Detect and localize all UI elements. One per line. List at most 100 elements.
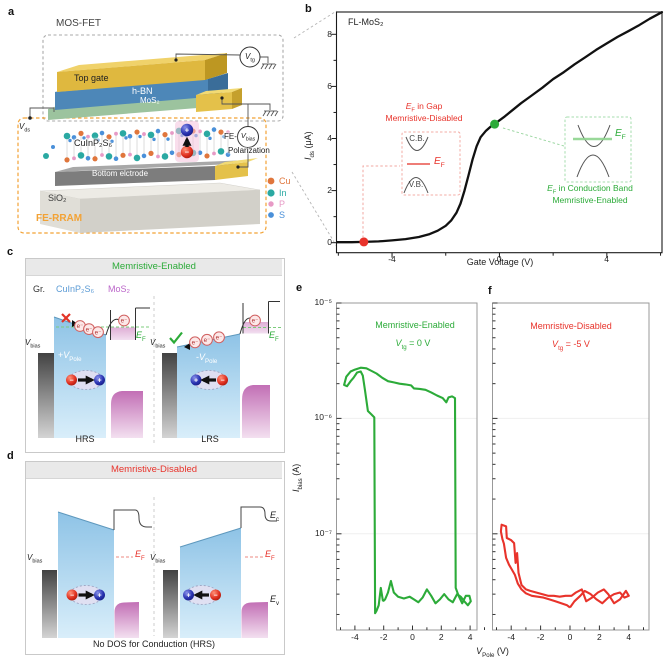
cb-label: C.B. bbox=[409, 134, 425, 143]
minus-sign: − bbox=[185, 148, 190, 157]
panel-a-schematic: + − bbox=[17, 10, 337, 247]
b-xtick-m4: -4 bbox=[388, 254, 396, 264]
bottom-electrode-gold-contact bbox=[215, 162, 248, 180]
panel-ef-plots bbox=[336, 302, 650, 631]
positive-ion-sphere bbox=[190, 374, 202, 386]
hrs-band-diagram: − + bbox=[38, 307, 150, 438]
red-annotation-connector bbox=[362, 165, 400, 238]
panel-d-diagrams: − + + − bbox=[42, 497, 277, 638]
ef-xlabel: VPole (V) bbox=[476, 646, 509, 659]
b-xlabel: Gate Voltage (V) bbox=[466, 257, 534, 267]
ef-label-green: EF bbox=[615, 128, 626, 141]
green-annotation-connector bbox=[502, 127, 565, 147]
panel-letter-d: d bbox=[7, 450, 14, 462]
e-xtick-m4: -4 bbox=[351, 632, 359, 642]
plot-e-frame bbox=[336, 302, 478, 631]
fe-rram-dashed-box bbox=[17, 117, 267, 234]
hrs-vbias-label: Vbias bbox=[25, 338, 41, 350]
lrs-caption: LRS bbox=[201, 434, 219, 444]
electron-flow-arrowhead bbox=[184, 343, 190, 350]
d-left-vbias-label: Vbias bbox=[27, 553, 43, 565]
panel-letter-c: c bbox=[7, 246, 14, 258]
plot-b-frame bbox=[335, 11, 663, 254]
positive-ion-sphere bbox=[94, 589, 105, 601]
plot-ef-ticks bbox=[336, 302, 644, 630]
e-xtick-4: 4 bbox=[467, 632, 473, 642]
e-xtick-m2: -2 bbox=[379, 632, 388, 642]
negative-ion-sphere bbox=[66, 589, 78, 601]
d-right-vbias-label: Vbias bbox=[150, 553, 166, 565]
e-hysteresis-curve bbox=[343, 366, 472, 615]
electron-icon bbox=[201, 333, 213, 346]
b-ytick-2: 2 bbox=[327, 185, 332, 195]
panel-c-diagrams: − + + − e⁻ e⁻ e⁻e⁻e⁻ e⁻ e⁻e⁻ bbox=[38, 296, 281, 444]
plot-b-curve bbox=[335, 11, 664, 247]
mosfet-label: MOS-FET bbox=[56, 18, 101, 29]
mos2-valence-region bbox=[114, 602, 139, 638]
hrs-ef-label: EF bbox=[136, 330, 146, 343]
electron-circles: e⁻ e⁻ e⁻e⁻e⁻ e⁻ e⁻e⁻ bbox=[74, 314, 261, 349]
e-xtick-2: 2 bbox=[438, 632, 444, 642]
b-green-data-point bbox=[490, 119, 500, 129]
top-gate-slab bbox=[57, 53, 227, 92]
e-ylabel: Ibias (A) bbox=[291, 463, 304, 492]
b-green-annotation-line2: Memristive-Enabled bbox=[552, 195, 628, 205]
plot-b-title: FL-MoS₂ bbox=[348, 17, 384, 27]
fe-polarization-dipole: + − bbox=[175, 121, 199, 162]
mos2-band-outline bbox=[240, 506, 277, 528]
svg-text:e⁻: e⁻ bbox=[121, 318, 128, 325]
vds-label: Vds bbox=[19, 122, 31, 134]
fe-polarization-label-2: Polarization bbox=[228, 146, 270, 155]
sio2-substrate bbox=[39, 182, 261, 233]
legend-in-label: In bbox=[279, 188, 287, 198]
b-xtick-0: 0 bbox=[496, 254, 502, 264]
b-transfer-curve bbox=[335, 11, 664, 244]
svg-text:e⁻: e⁻ bbox=[192, 340, 199, 347]
svg-text:e⁻: e⁻ bbox=[77, 323, 84, 330]
legend-cips: CuInP₂S₆ bbox=[56, 284, 95, 294]
zoom-connector-top bbox=[293, 10, 337, 39]
minus-sign: − bbox=[70, 593, 74, 600]
ground-symbol-mid bbox=[262, 110, 279, 117]
mos2-band-outline bbox=[113, 509, 152, 530]
panel-letter-a: a bbox=[8, 6, 15, 18]
negative-ion-sphere bbox=[66, 374, 77, 386]
e-condition: Vtg = 0 V bbox=[395, 338, 431, 351]
bottom-electrode-slab bbox=[55, 158, 258, 186]
b-ytick-4: 4 bbox=[327, 132, 332, 143]
negative-ion-sphere bbox=[210, 589, 221, 601]
panel-d-box bbox=[25, 461, 285, 655]
plot-ef-gridlines bbox=[337, 417, 649, 535]
lrs-pole-label: -VPole bbox=[196, 352, 218, 365]
vbias-meter-label: Vbias bbox=[240, 131, 256, 143]
negative-ion-sphere bbox=[217, 374, 228, 386]
ef-in-cb-sketch bbox=[564, 116, 632, 183]
vb-label: V.B. bbox=[408, 180, 424, 189]
positive-ion-sphere bbox=[180, 123, 194, 137]
electron-icon bbox=[92, 326, 104, 339]
conduction-band-parabola bbox=[405, 136, 429, 151]
e-title: Memristive-Enabled bbox=[375, 320, 455, 330]
ef-in-gap-sketch bbox=[401, 131, 461, 196]
e-ytick-1e-7: 10⁻⁷ bbox=[314, 527, 332, 538]
minus-sign: − bbox=[213, 593, 217, 600]
b-ytick-0: 0 bbox=[327, 236, 332, 247]
e-ytick-1e-6: 10⁻⁶ bbox=[314, 412, 332, 423]
atom-legend-dots bbox=[267, 177, 275, 218]
plus-sign: + bbox=[97, 378, 101, 385]
legend-p-label: P bbox=[279, 199, 286, 209]
legend-s-label: S bbox=[279, 210, 286, 220]
electron-icon bbox=[189, 336, 201, 349]
b-red-annotation-line1: EF in Gap bbox=[405, 101, 443, 114]
f-title: Memristive-Disabled bbox=[530, 321, 612, 331]
panel-b-plot bbox=[331, 11, 664, 258]
legend-graphene: Gr. bbox=[33, 284, 46, 294]
ev-label: Ev bbox=[270, 594, 280, 607]
plus-sign: + bbox=[186, 593, 190, 600]
mosfet-dashed-box bbox=[42, 34, 284, 122]
panel-d-header: Memristive-Disabled bbox=[26, 462, 282, 479]
svg-text:e⁻: e⁻ bbox=[216, 335, 223, 342]
lrs-vbias-label: Vbias bbox=[150, 338, 166, 350]
